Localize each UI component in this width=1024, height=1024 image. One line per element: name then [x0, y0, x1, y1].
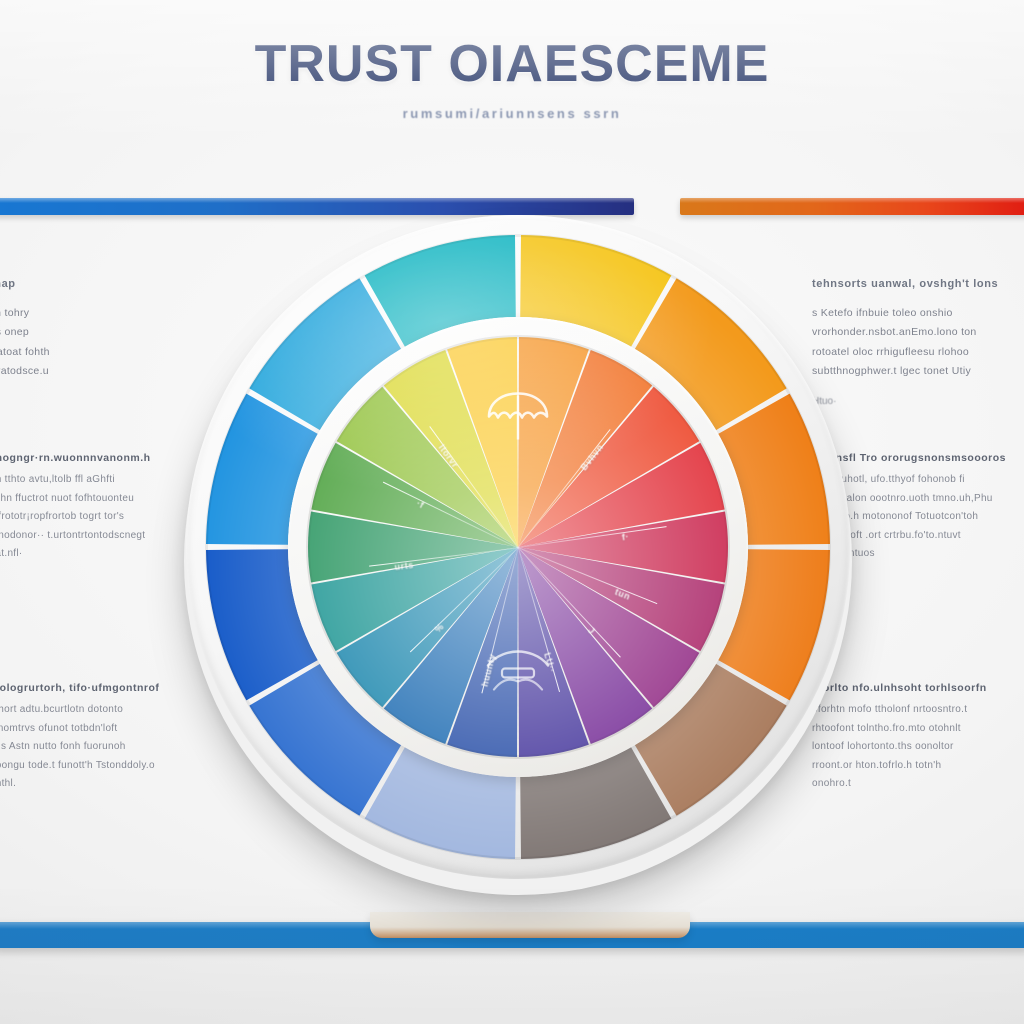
bottom-bar-notch: [370, 912, 690, 938]
poster-header: TRUST OIAESCEME rumsumi/ariunnsens ssrn: [0, 34, 1024, 121]
page-subtitle: rumsumi/ariunnsens ssrn: [402, 106, 622, 121]
inner-wheel-svg: [306, 335, 730, 759]
inner-wheel: [306, 335, 730, 759]
page-title: TRUST OIAESCEME: [254, 35, 770, 93]
